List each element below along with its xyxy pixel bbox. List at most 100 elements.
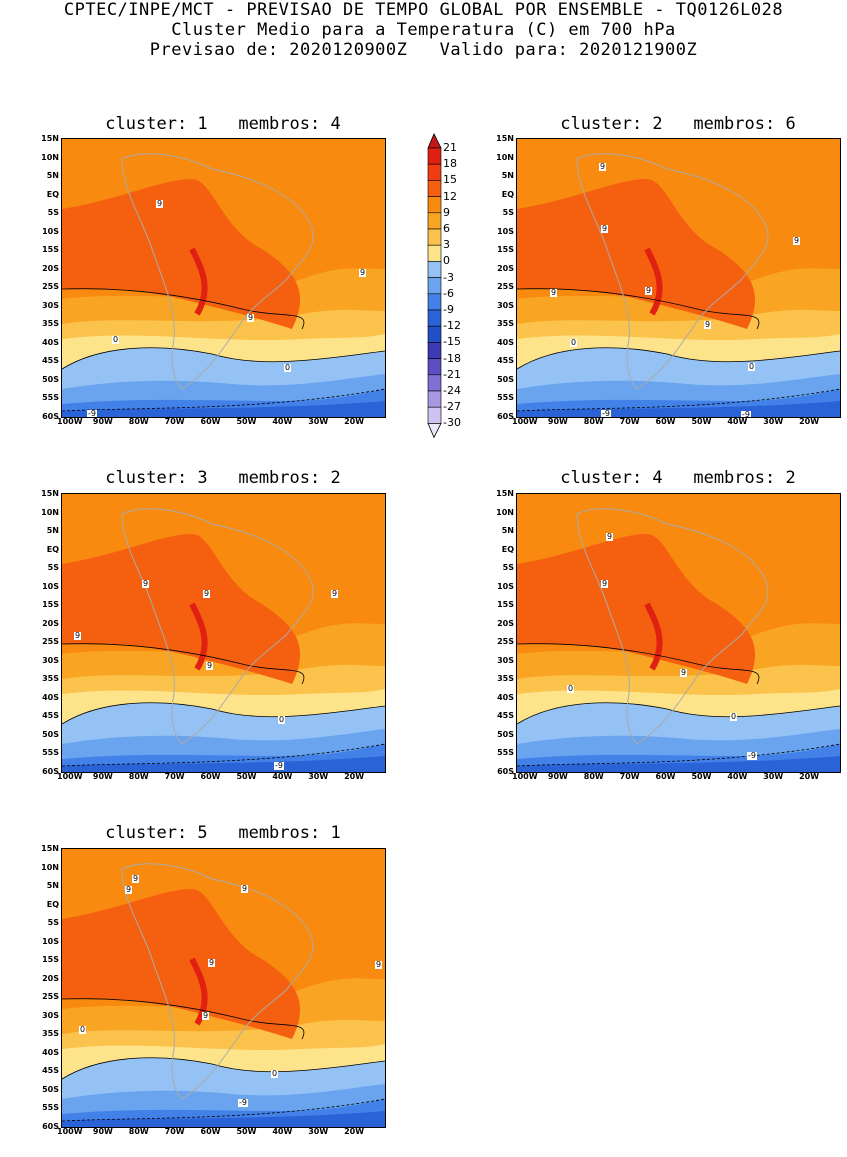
lat-tick-label: 35S xyxy=(42,674,59,684)
lon-tick-label: 60W xyxy=(655,417,676,426)
contour-label: 9 xyxy=(241,884,249,893)
lat-tick-label: 10N xyxy=(41,507,59,517)
contour-label: 9 xyxy=(206,661,214,670)
lat-tick-label: 50S xyxy=(42,729,59,739)
title-line-2: Cluster Medio para a Temperatura (C) em … xyxy=(171,20,676,40)
contour-label: -9 xyxy=(87,409,97,418)
lat-tick-label: 25S xyxy=(42,637,59,647)
lat-tick-label: 25S xyxy=(42,282,59,292)
colorbar-label: -24 xyxy=(443,384,461,397)
colorbar-swatch xyxy=(427,163,442,181)
lon-tick-label: 50W xyxy=(691,772,712,781)
lat-tick-label: 30S xyxy=(497,655,514,665)
lon-tick-label: 40W xyxy=(727,772,748,781)
title-line-1: CPTEC/INPE/MCT - PREVISAO DE TEMPO GLOBA… xyxy=(63,0,784,20)
contour-label: 9 xyxy=(793,236,801,245)
lat-tick-label: 10N xyxy=(496,507,514,517)
lon-tick-label: 20W xyxy=(344,1127,365,1136)
lat-tick-label: EQ xyxy=(501,189,514,199)
contour-label: -9 xyxy=(274,761,284,770)
lon-tick-label: 70W xyxy=(619,417,640,426)
lat-tick-label: 45S xyxy=(42,711,59,721)
lon-tick-label: 50W xyxy=(691,417,712,426)
lat-tick-label: 55S xyxy=(497,748,514,758)
lat-tick-label: 5N xyxy=(46,526,59,536)
lon-tick-label: 20W xyxy=(344,417,365,426)
lat-tick-label: 60S xyxy=(497,412,514,421)
contour-label: 9 xyxy=(74,631,82,640)
lat-tick-label: 5S xyxy=(47,918,59,928)
lon-tick-label: 40W xyxy=(272,1127,293,1136)
lon-tick-label: 20W xyxy=(344,772,365,781)
map-panel-3: 9 9 9 9 9 0 -9 xyxy=(61,493,386,773)
lat-tick-label: EQ xyxy=(46,544,59,554)
lat-tick-label: 5N xyxy=(46,881,59,891)
colorbar-swatch xyxy=(427,212,442,230)
lat-tick-label: 15N xyxy=(496,134,514,143)
contour-label: 9 xyxy=(132,874,140,883)
panel-title-4: cluster: 4 membros: 2 xyxy=(560,468,796,488)
contour-label: 9 xyxy=(645,286,653,295)
panel-title-5: cluster: 5 membros: 1 xyxy=(105,823,341,843)
contour-label: 9 xyxy=(375,960,383,969)
lon-tick-label: 100W xyxy=(512,772,538,781)
panel-title-2: cluster: 2 membros: 6 xyxy=(560,114,796,134)
contour-label: 0 xyxy=(271,1069,279,1078)
lon-tick-label: 70W xyxy=(164,1127,185,1136)
lat-tick-label: 50S xyxy=(42,374,59,384)
lat-tick-label: 60S xyxy=(42,767,59,776)
contour-label: 9 xyxy=(208,958,216,967)
lon-tick-label: 50W xyxy=(236,417,257,426)
lat-tick-label: 5S xyxy=(47,208,59,218)
lon-tick-label: 40W xyxy=(727,417,748,426)
lat-tick-label: 10S xyxy=(42,581,59,591)
contour-label: 9 xyxy=(704,320,712,329)
lat-tick-label: 60S xyxy=(42,412,59,421)
lat-tick-label: 30S xyxy=(42,655,59,665)
lon-tick-label: 30W xyxy=(763,772,784,781)
lat-tick-label: 10N xyxy=(41,152,59,162)
lat-tick-label: EQ xyxy=(46,899,59,909)
lat-tick-label: 10S xyxy=(497,581,514,591)
colorbar-swatch xyxy=(427,196,442,214)
lat-tick-label: 45S xyxy=(42,356,59,366)
lat-tick-label: 40S xyxy=(497,692,514,702)
lon-tick-label: 90W xyxy=(547,772,568,781)
lon-tick-label: 90W xyxy=(92,417,113,426)
contour-label: -9 xyxy=(747,751,757,760)
lat-tick-label: EQ xyxy=(501,544,514,554)
lon-tick-label: 60W xyxy=(200,1127,221,1136)
lat-tick-label: 50S xyxy=(497,729,514,739)
lon-tick-label: 60W xyxy=(655,772,676,781)
contour-label: -9 xyxy=(741,410,751,418)
colorbar-swatch xyxy=(427,277,442,295)
lon-tick-label: 30W xyxy=(308,772,329,781)
colorbar-label: -21 xyxy=(443,367,461,381)
colorbar-scale xyxy=(427,133,442,439)
lat-tick-label: 15S xyxy=(497,600,514,610)
temperature-field xyxy=(517,139,840,417)
lat-tick-label: 45S xyxy=(497,711,514,721)
lat-tick-label: 40S xyxy=(42,692,59,702)
colorbar-label: 3 xyxy=(443,238,450,252)
contour-label: 9 xyxy=(331,589,339,598)
colorbar-label: 15 xyxy=(443,173,457,187)
temperature-field xyxy=(62,494,385,772)
colorbar-swatch xyxy=(427,309,442,327)
lon-tick-label: 90W xyxy=(92,772,113,781)
lon-tick-label: 70W xyxy=(164,772,185,781)
map-panel-4: 9 9 9 0 0 -9 xyxy=(516,493,841,773)
lat-tick-label: 60S xyxy=(42,1122,59,1131)
lat-tick-label: 35S xyxy=(42,319,59,329)
lat-tick-label: 5N xyxy=(501,526,514,536)
colorbar-swatch xyxy=(427,147,442,165)
lat-tick-label: 5S xyxy=(502,208,514,218)
colorbar-label: -6 xyxy=(443,286,454,300)
lon-tick-label: 100W xyxy=(512,417,538,426)
colorbar-label: -9 xyxy=(443,303,454,316)
colorbar-swatch xyxy=(427,325,442,343)
lon-tick-label: 80W xyxy=(128,772,149,781)
colorbar-label: 6 xyxy=(443,222,450,235)
contour-label: 0 xyxy=(112,335,120,344)
lon-tick-label: 30W xyxy=(308,1127,329,1136)
